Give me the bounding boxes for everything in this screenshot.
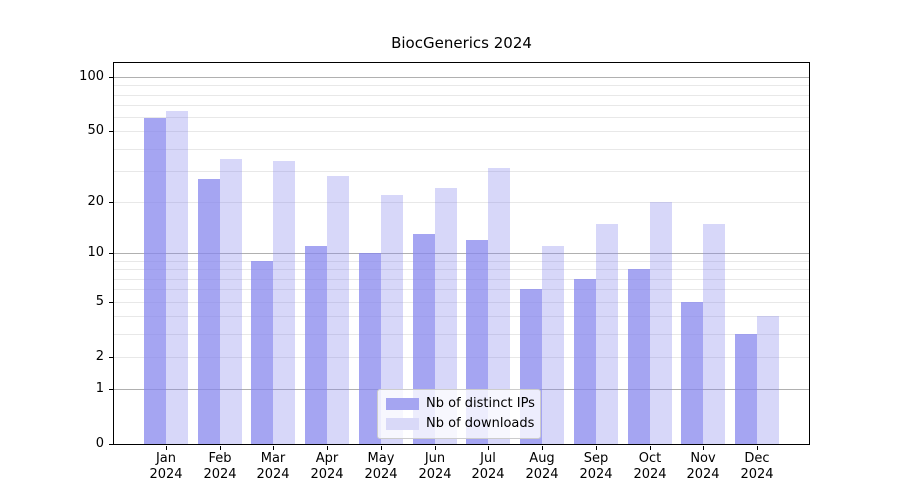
gridline-80 — [113, 95, 810, 96]
gridline-8 — [113, 269, 810, 270]
y-tick-20 — [109, 202, 113, 203]
x-tick-jun — [435, 446, 436, 450]
y-tick-100 — [109, 77, 113, 78]
gridline-60 — [113, 117, 810, 118]
bar-ips-mar — [251, 261, 273, 445]
y-tick-2 — [109, 357, 113, 358]
bar-ips-may — [359, 253, 381, 445]
x-tick-label-aug: Aug 2024 — [525, 451, 559, 482]
x-tick-label-jul: Jul 2024 — [471, 451, 505, 482]
x-tick-label-may: May 2024 — [364, 451, 398, 482]
x-tick-feb — [220, 446, 221, 450]
x-tick-jul — [488, 446, 489, 450]
bar-ips-feb — [198, 179, 220, 445]
y-tick-1 — [109, 389, 113, 390]
x-tick-label-apr: Apr 2024 — [310, 451, 344, 482]
bar-downloads-oct — [650, 202, 672, 445]
gridline-40 — [113, 149, 810, 150]
legend: Nb of distinct IPs Nb of downloads — [377, 389, 541, 439]
y-tick-10 — [109, 253, 113, 254]
bar-downloads-jan — [166, 111, 188, 445]
chart-title: BiocGenerics 2024 — [391, 34, 532, 52]
y-tick-label-2: 2 — [95, 349, 104, 364]
y-tick-label-20: 20 — [87, 194, 104, 209]
gridline-6 — [113, 289, 810, 290]
gridline-30 — [113, 171, 810, 172]
x-tick-oct — [650, 446, 651, 450]
x-tick-label-oct: Oct 2024 — [633, 451, 667, 482]
x-tick-label-jan: Jan 2024 — [149, 451, 183, 482]
bar-ips-dec — [735, 334, 757, 445]
bar-downloads-feb — [220, 159, 242, 445]
x-tick-label-jun: Jun 2024 — [418, 451, 452, 482]
x-tick-mar — [273, 446, 274, 450]
bar-ips-jan — [144, 118, 166, 445]
legend-label-distinct-ips: Nb of distinct IPs — [426, 396, 535, 411]
gridline-100 — [113, 77, 810, 78]
x-tick-label-mar: Mar 2024 — [256, 451, 290, 482]
legend-item-distinct-ips: Nb of distinct IPs — [386, 396, 535, 412]
gridline-10 — [113, 253, 810, 254]
bar-ips-sep — [574, 279, 596, 445]
legend-swatch-downloads — [386, 418, 419, 430]
x-tick-apr — [327, 446, 328, 450]
bar-downloads-jul — [488, 168, 510, 445]
gridline-4 — [113, 316, 810, 317]
gridline-3 — [113, 334, 810, 335]
x-tick-sep — [596, 446, 597, 450]
x-tick-may — [381, 446, 382, 450]
gridline-7 — [113, 279, 810, 280]
y-tick-0 — [109, 444, 113, 445]
bar-downloads-may — [381, 195, 403, 445]
gridline-50 — [113, 131, 810, 132]
bar-downloads-dec — [757, 316, 779, 445]
gridline-5 — [113, 302, 810, 303]
x-tick-label-feb: Feb 2024 — [203, 451, 237, 482]
y-tick-label-50: 50 — [87, 123, 104, 138]
legend-item-downloads: Nb of downloads — [386, 416, 535, 432]
x-tick-label-nov: Nov 2024 — [686, 451, 720, 482]
y-tick-label-10: 10 — [87, 245, 104, 260]
y-tick-label-5: 5 — [95, 294, 104, 309]
legend-swatch-distinct-ips — [386, 398, 419, 410]
plot-area — [113, 62, 810, 445]
gridline-20 — [113, 202, 810, 203]
x-tick-dec — [757, 446, 758, 450]
bar-downloads-jun — [435, 188, 457, 445]
bar-downloads-aug — [542, 246, 564, 445]
y-tick-50 — [109, 131, 113, 132]
bar-ips-nov — [681, 302, 703, 445]
gridline-9 — [113, 261, 810, 262]
bar-downloads-apr — [327, 176, 349, 445]
bar-ips-oct — [628, 269, 650, 445]
x-tick-nov — [703, 446, 704, 450]
y-tick-label-100: 100 — [79, 69, 104, 84]
gridline-2 — [113, 357, 810, 358]
bar-ips-apr — [305, 246, 327, 445]
bar-downloads-nov — [703, 224, 725, 445]
bar-downloads-mar — [273, 161, 295, 445]
bar-downloads-sep — [596, 224, 618, 445]
x-tick-jan — [166, 446, 167, 450]
y-tick-label-1: 1 — [95, 381, 104, 396]
gridline-70 — [113, 105, 810, 106]
x-tick-label-dec: Dec 2024 — [740, 451, 774, 482]
x-tick-label-sep: Sep 2024 — [579, 451, 613, 482]
gridline-90 — [113, 85, 810, 86]
x-tick-aug — [542, 446, 543, 450]
legend-label-downloads: Nb of downloads — [426, 416, 535, 431]
y-tick-5 — [109, 302, 113, 303]
y-tick-label-0: 0 — [95, 436, 104, 451]
